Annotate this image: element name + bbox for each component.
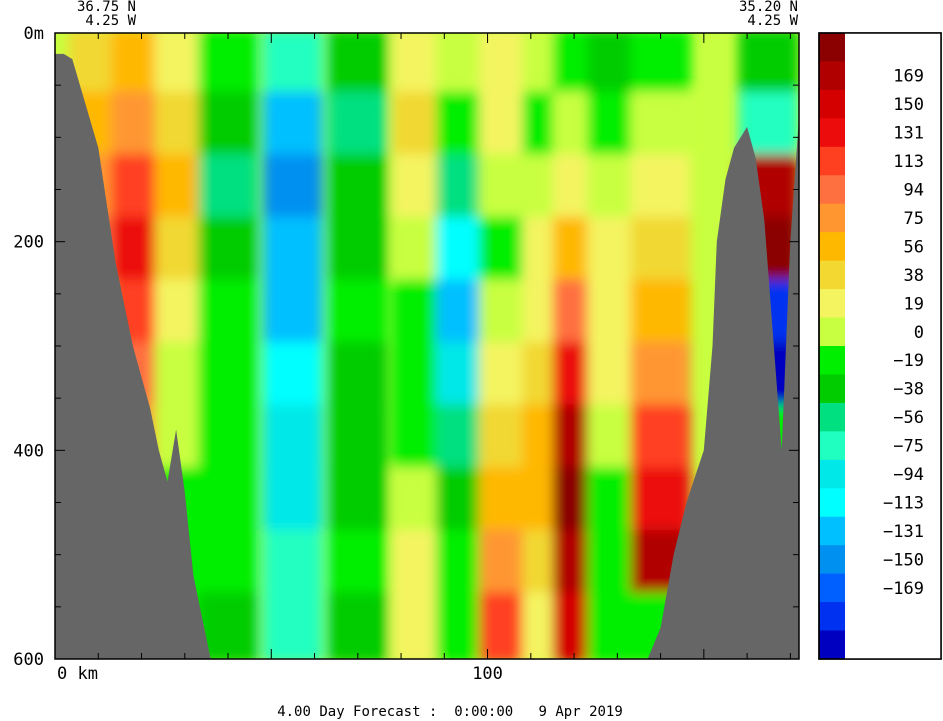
field-cell	[198, 342, 259, 413]
colorbar-swatch	[819, 61, 845, 91]
field-cell	[630, 404, 691, 476]
field-cell	[198, 33, 259, 100]
colorbar-label: 113	[893, 152, 924, 172]
field-cell	[198, 216, 259, 288]
colorbar-swatch	[819, 346, 845, 375]
colorbar-swatch	[819, 146, 845, 176]
colorbar-label: 169	[893, 67, 924, 87]
y-tick-label: 400	[13, 441, 44, 461]
field-cell	[738, 33, 799, 100]
field-cell	[262, 279, 323, 350]
start-lon-label: 4.25 W	[85, 13, 136, 29]
colorbar-swatch	[819, 516, 845, 546]
field-cell	[327, 91, 388, 163]
colorbar-label: −94	[893, 465, 924, 485]
colorbar-label: −75	[893, 437, 924, 457]
field-cell	[262, 91, 323, 163]
field-cell	[630, 216, 691, 288]
colorbar-label: −150	[883, 550, 924, 570]
colorbar-swatch	[819, 459, 845, 489]
colorbar-label: 38	[904, 266, 924, 286]
colorbar-label: 56	[904, 237, 924, 257]
field-cell	[630, 91, 691, 163]
start-lat-label: 36.75 N	[77, 0, 136, 15]
field-cell	[262, 467, 323, 538]
field-cell	[327, 467, 388, 538]
colorbar-swatch	[819, 630, 845, 660]
field-cell	[327, 33, 388, 100]
colorbar-swatch	[819, 602, 845, 632]
colorbar: 169 150 131 113 94 75 56 38 19 0 −19 −38 −56 −75 −94 −1…	[818, 32, 942, 660]
colorbar-label: −131	[883, 522, 924, 542]
seabed-right	[647, 116, 799, 659]
field-cell	[262, 342, 323, 413]
colorbar-label: −169	[883, 579, 924, 599]
y-tick-label: 200	[13, 233, 44, 253]
colorbar-swatch	[819, 33, 845, 62]
colorbar-label: 75	[904, 209, 924, 229]
forecast-subtitle: 4.00 Day Forecast : 0:00:00 9 Apr 2019	[277, 704, 623, 720]
colorbar-swatch	[819, 317, 845, 347]
colorbar-label: −113	[883, 494, 924, 514]
colorbar-swatch	[819, 488, 845, 518]
field-cell	[198, 467, 259, 538]
colorbar-swatch	[819, 289, 845, 319]
field-cell	[630, 342, 691, 413]
field-cell	[327, 279, 388, 350]
x-tick-label: 100	[472, 664, 503, 684]
colorbar-swatch	[819, 203, 845, 233]
colorbar-swatch	[819, 545, 845, 575]
colorbar-label: 19	[904, 294, 924, 314]
colorbar-swatch	[819, 89, 845, 119]
field-cell	[327, 404, 388, 476]
field-cell	[262, 33, 323, 100]
field-cell	[198, 529, 259, 601]
colorbar-label: −38	[893, 380, 924, 400]
colorbar-label: −56	[893, 408, 924, 428]
field-cell	[198, 279, 259, 350]
colorbar-swatch	[819, 573, 845, 603]
field-cell	[262, 592, 323, 659]
end-lon-label: 4.25 W	[747, 13, 798, 29]
field-cell	[327, 216, 388, 288]
colorbar-swatch	[819, 402, 845, 432]
seabed-left	[55, 33, 211, 659]
colorbar-label: 131	[893, 124, 924, 144]
x-axis: 0 km 100	[54, 33, 791, 684]
y-tick-label: 0m	[24, 24, 44, 44]
field-cell	[327, 529, 388, 601]
colorbar-label-bg	[845, 33, 941, 659]
end-lat-label: 35.20 N	[739, 0, 798, 15]
field-cell	[198, 404, 259, 476]
field-cell	[630, 467, 691, 538]
field-cell	[327, 154, 388, 225]
field-cell	[198, 91, 259, 163]
field-cell	[262, 529, 323, 601]
field-cell	[262, 154, 323, 225]
field-cell	[198, 154, 259, 225]
colorbar-label: −19	[893, 351, 924, 371]
colorbar-swatch	[819, 232, 845, 262]
colorbar-swatch	[819, 374, 845, 404]
y-axis: 0m 200 400 600	[13, 24, 799, 670]
colorbar-swatch	[819, 431, 845, 461]
colorbar-label: 94	[904, 181, 924, 201]
colorbar-label: 150	[893, 95, 924, 115]
colorbar-outline	[818, 32, 942, 660]
field-cell	[327, 342, 388, 413]
colorbar-label: 0	[914, 323, 924, 343]
field-cell	[327, 592, 388, 659]
x-tick-label: 0 km	[57, 664, 98, 684]
colorbar-swatch	[819, 260, 845, 290]
colorbar-swatch	[819, 118, 845, 148]
field-cell	[630, 279, 691, 350]
field-cell	[630, 33, 691, 100]
y-tick-label: 600	[13, 650, 44, 670]
field-cell	[630, 154, 691, 225]
field-cell	[262, 404, 323, 476]
field-cell	[262, 216, 323, 288]
colorbar-swatch	[819, 175, 845, 205]
